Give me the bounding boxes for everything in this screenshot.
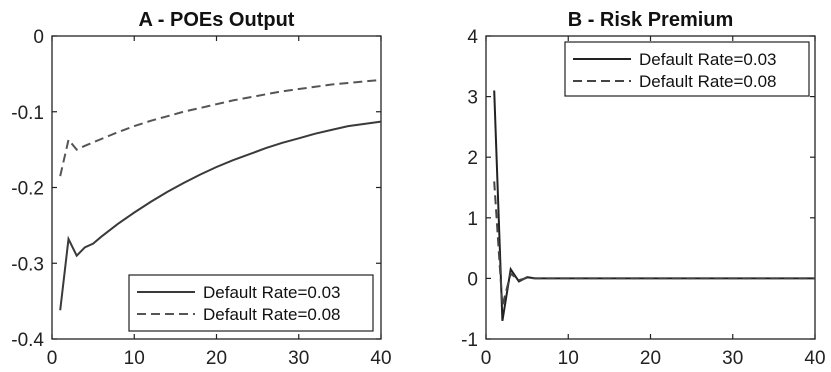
panel-b-xtick-label: 0 [481,348,492,369]
panel-b-xtick-label: 10 [558,348,579,369]
panel-b-series-solid-line [493,90,815,321]
panel-b-ytick-label: 0 [467,269,478,290]
panel-a-ytick-label: 0 [33,27,44,48]
panel-a-xtick-label: 20 [206,348,227,369]
panel-a-ytick-label: -0.1 [11,103,44,124]
panel-b-title: B - Risk Premium [568,9,734,31]
panel-a-legend: Default Rate=0.03 Default Rate=0.08 [128,274,374,332]
panel-b-ytick-label: 2 [467,148,478,169]
panel-b-ytick-label: 1 [467,209,478,230]
panel-b-series-dashed-line [493,181,815,306]
panel-b-legend: Default Rate=0.03 Default Rate=0.08 [564,41,810,97]
panel-b-xtick-label: 20 [640,348,661,369]
panel-b-ytick-label: 4 [467,27,478,48]
panel-a-ytick-label: -0.2 [11,179,44,200]
panel-a-ytick-label: -0.4 [11,330,44,351]
panel-b-xtick-label: 30 [722,348,743,369]
panel-a-series-solid-line [59,120,381,311]
panel-b-ytick-label: -1 [461,330,478,351]
panel-b-ytick-label: 3 [467,88,478,109]
panel-a-ytick-label: -0.3 [11,254,44,275]
panel-b-legend-label: Default Rate=0.08 [639,72,777,91]
panel-b-legend-label: Default Rate=0.03 [639,50,777,69]
panel-b-legend-box [564,41,810,97]
panel-a-series-dashed-line [59,78,381,177]
panel-a-legend-label: Default Rate=0.08 [203,305,341,324]
panel-a-legend-label: Default Rate=0.03 [203,283,341,302]
panel-a-title: A - POEs Output [139,9,295,31]
panel-a-xtick-label: 0 [47,348,58,369]
panel-a-xtick-label: 40 [370,348,391,369]
panel-a-xtick-label: 30 [288,348,309,369]
panel-a-legend-box [128,274,374,332]
panel-a-xtick-label: 10 [124,348,145,369]
panel-b-xtick-label: 40 [804,348,825,369]
